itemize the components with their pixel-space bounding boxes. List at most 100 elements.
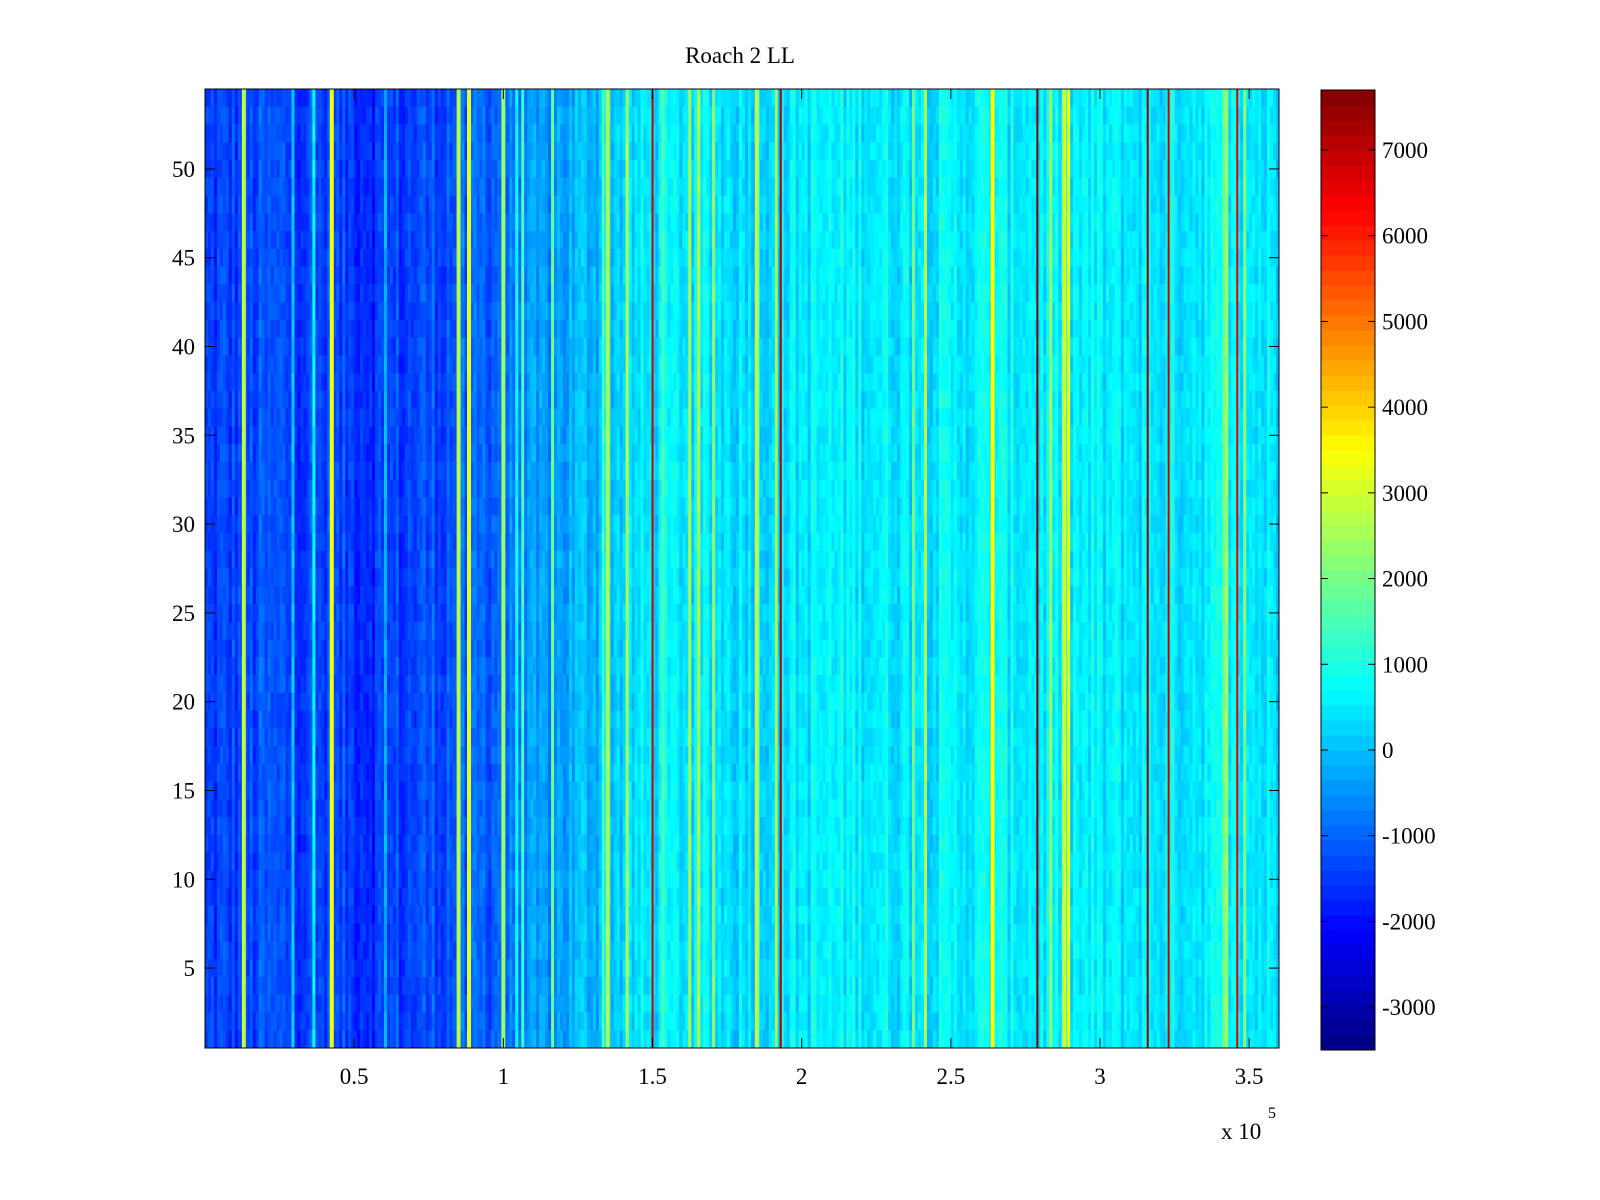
heatmap-cell [449, 515, 454, 534]
heatmap-cell [363, 160, 367, 179]
heatmap-cell [381, 692, 385, 712]
heatmap-cell [354, 160, 358, 179]
heatmap-cell [348, 657, 352, 676]
heatmap-cell [210, 355, 215, 374]
heatmap-cell [205, 746, 209, 765]
heatmap-cell [401, 621, 406, 641]
heatmap-cell [282, 692, 287, 712]
heatmap-cell [342, 355, 346, 374]
heatmap-cell [294, 1012, 299, 1031]
heatmap-cell [267, 1012, 272, 1031]
heatmap-cell [413, 177, 418, 197]
heatmap-cell [288, 515, 293, 534]
heatmap-cell [270, 959, 275, 978]
heatmap-cell [297, 905, 302, 925]
heatmap-cell [375, 1012, 379, 1031]
heatmap-cell [404, 586, 409, 605]
heatmap-cell [410, 532, 415, 552]
heatmap-cell [252, 337, 257, 356]
heatmap-cell [354, 657, 358, 676]
heatmap-cell [300, 746, 305, 765]
heatmap-cell [449, 852, 454, 872]
heatmap-cell [222, 177, 227, 197]
heatmap-cell [294, 586, 299, 605]
heatmap-cell [452, 728, 457, 747]
heatmap-cell [425, 799, 430, 818]
heatmap-cell [246, 106, 251, 126]
heatmap-cell [297, 444, 302, 463]
heatmap-cell [372, 461, 376, 481]
heatmap-cell [395, 728, 400, 747]
heatmap-cell [422, 177, 427, 197]
heatmap-cell [270, 266, 275, 285]
heatmap-cell [216, 444, 221, 463]
heatmap-cell [300, 515, 305, 534]
heatmap-cell [306, 1030, 311, 1048]
heatmap-cell [437, 213, 442, 232]
heatmap-cell [267, 994, 272, 1014]
heatmap-cell [476, 408, 481, 428]
heatmap-cell [210, 532, 215, 552]
heatmap-cell [372, 923, 376, 943]
heatmap-cell [321, 870, 325, 889]
heatmap-cell [446, 355, 451, 374]
heatmap-cell [288, 355, 293, 374]
heatmap-cell [321, 710, 325, 729]
heatmap-cell [461, 461, 466, 481]
heatmap-cell [440, 586, 445, 605]
heatmap-cell [443, 781, 448, 800]
heatmap-cell [231, 124, 236, 143]
heatmap-cell [473, 763, 478, 783]
heatmap-cell [273, 568, 278, 587]
heatmap-cell [473, 905, 478, 925]
heatmap-cell [255, 746, 260, 765]
heatmap-cell [231, 231, 236, 250]
heatmap-cell [297, 870, 302, 889]
heatmap-cell [297, 976, 302, 996]
heatmap-cell [291, 941, 296, 960]
heatmap-cell [306, 763, 311, 783]
heatmap-cell [315, 639, 319, 658]
heatmap-cell [378, 124, 382, 143]
heatmap-cell [309, 692, 313, 712]
heatmap-cell [300, 781, 305, 800]
heatmap-cell [381, 1012, 385, 1031]
heatmap-cell [306, 266, 311, 285]
heatmap-cell [375, 89, 379, 108]
heatmap-cell [428, 817, 433, 836]
heatmap-cell [395, 817, 400, 836]
heatmap-cell [207, 319, 212, 339]
heatmap-cell [207, 177, 212, 197]
heatmap-cell [207, 355, 212, 374]
heatmap-cell [375, 408, 379, 428]
heatmap-cell [207, 994, 212, 1014]
heatmap-cell [422, 106, 427, 126]
heatmap-cell [297, 692, 302, 712]
heatmap-cell [309, 639, 313, 658]
heatmap-cell [336, 568, 340, 587]
heatmap-cell [389, 337, 394, 356]
heatmap-cell [327, 302, 331, 321]
heatmap-cell [339, 692, 343, 712]
heatmap-cell [395, 959, 400, 978]
heatmap-cell [228, 479, 233, 499]
heatmap-cell [461, 621, 466, 641]
heatmap-cell [446, 248, 451, 268]
heatmap-cell [416, 781, 421, 800]
heatmap-cell [258, 817, 263, 836]
heatmap-cell [443, 444, 448, 463]
heatmap-cell [276, 248, 281, 268]
heatmap-cell [252, 905, 257, 925]
heatmap-cell [395, 639, 400, 658]
heatmap-cell [231, 923, 236, 943]
heatmap-cell [395, 550, 400, 570]
heatmap-cell [395, 160, 400, 179]
heatmap-cell [273, 106, 278, 126]
heatmap-cell [303, 692, 308, 712]
heatmap-cell [363, 728, 367, 747]
heatmap-cell [413, 1012, 418, 1031]
heatmap-cell [470, 905, 475, 925]
heatmap-cell [339, 870, 343, 889]
heatmap-cell [419, 710, 424, 729]
heatmap-cell [222, 195, 227, 214]
